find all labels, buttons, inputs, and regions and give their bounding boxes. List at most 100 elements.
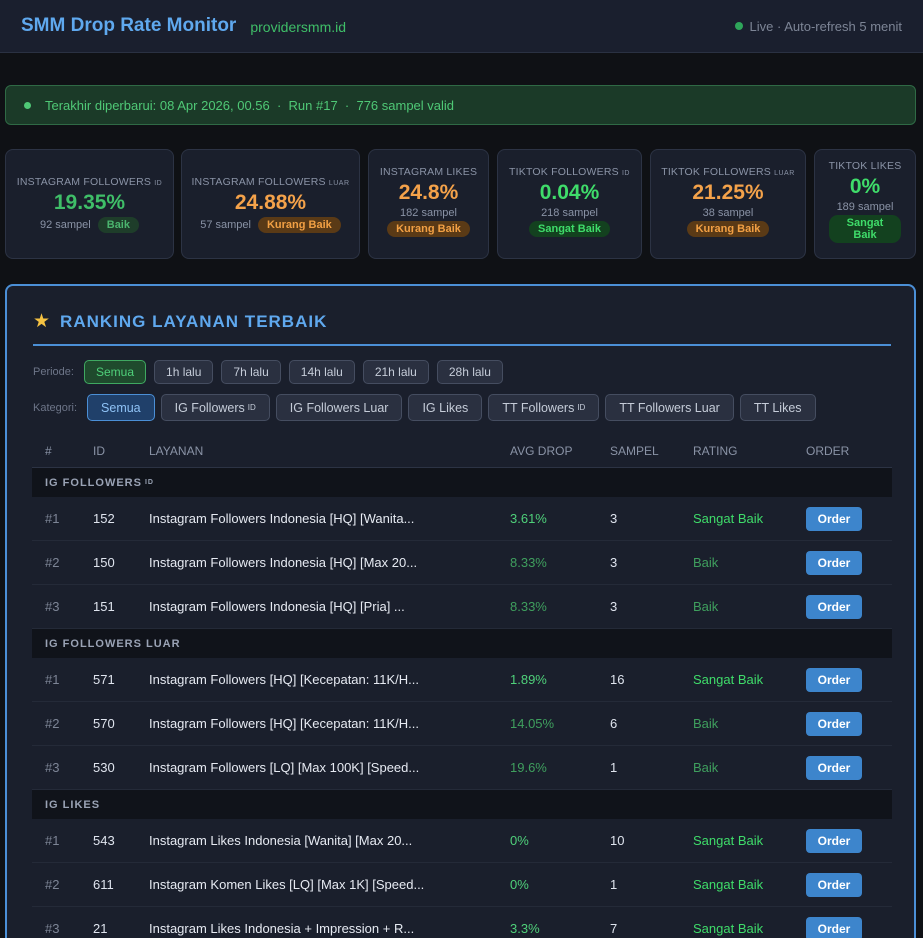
order-button[interactable]: Order (806, 755, 862, 780)
row-rating: Sangat Baik (693, 511, 764, 526)
kategori-chip[interactable]: TT Followers ID (488, 394, 600, 421)
stat-card: Instagram Followers ID 19.35% 92 sampel Bai… (5, 149, 174, 259)
stat-card-label: TikTok Followers LUAR (661, 166, 795, 178)
row-id: 570 (93, 716, 115, 731)
row-rank: #2 (45, 555, 60, 570)
row-avg-drop: 3.3% (510, 921, 540, 936)
row-avg-drop: 19.6% (510, 760, 547, 775)
order-button[interactable]: Order (806, 594, 862, 619)
table-row: #3 151 Instagram Followers Indonesia [HQ] … (32, 585, 892, 629)
star-icon: ★ (33, 311, 52, 332)
periode-chip[interactable]: Semua (83, 360, 147, 384)
row-avg-drop: 3.61% (510, 511, 547, 526)
group-name: IG FOLLOWERS (45, 476, 142, 489)
row-samples: 1 (610, 877, 618, 892)
kategori-chip-tag: ID (247, 403, 256, 412)
live-status: Live · Auto-refresh 5 menit (734, 19, 902, 34)
order-button[interactable]: Order (806, 872, 862, 897)
row-service-name: Instagram Likes Indonesia + Impression +… (149, 921, 415, 936)
row-order-cell: Order (806, 755, 886, 780)
periode-chip[interactable]: 14h lalu (288, 360, 355, 384)
row-samples: 16 (610, 672, 625, 687)
kategori-chip[interactable]: IG Followers Luar (275, 394, 403, 421)
kategori-chip[interactable]: IG Likes (408, 394, 483, 421)
row-service-name: Instagram Followers [HQ] [Kecepatan: 11K… (149, 672, 419, 687)
app-header: SMM Drop Rate Monitor providersmm.id Liv… (0, 0, 923, 53)
table-row: #1 152 Instagram Followers Indonesia [HQ] … (32, 497, 892, 541)
group-name: IG LIKES (45, 798, 101, 811)
periode-chip[interactable]: 21h lalu (362, 360, 429, 384)
order-button[interactable]: Order (806, 828, 862, 853)
stat-card: Instagram Followers LUAR 24.88% 57 sampel K… (181, 149, 360, 259)
order-button[interactable]: Order (806, 667, 862, 692)
status-badge: Kurang Baik (686, 220, 770, 237)
row-samples: 3 (610, 511, 618, 526)
order-button[interactable]: Order (806, 550, 862, 575)
stat-card: Instagram Likes 24.8% 182 sampel Kurang Bai… (368, 149, 489, 259)
status-badge: Sangat Baik (529, 220, 610, 237)
periode-chip[interactable]: 7h lalu (221, 360, 281, 384)
row-id: 21 (93, 921, 108, 936)
stat-card-label: Instagram Followers LUAR (191, 176, 349, 188)
periode-chip[interactable]: 1h lalu (154, 360, 214, 384)
stat-card-label-text: Instagram Likes (379, 165, 478, 178)
stat-card: TikTok Likes 0% 189 sampel Sangat Baik (814, 149, 916, 259)
row-rank: #1 (45, 511, 60, 526)
row-rank: #1 (45, 672, 60, 687)
status-badge: Kurang Baik (257, 216, 341, 233)
kategori-chip[interactable]: TT Followers Luar (605, 394, 734, 421)
col-rank: # (45, 443, 52, 458)
row-id: 571 (93, 672, 115, 687)
ranking-title: ★ RANKING LAYANAN TERBAIK (33, 312, 891, 346)
group-name: IG FOLLOWERS LUAR (45, 637, 181, 650)
row-rating: Sangat Baik (693, 877, 764, 892)
row-rating: Baik (693, 716, 719, 731)
stat-card-value: 21.25% (692, 180, 764, 204)
group-header: IG LIKES (32, 790, 892, 819)
row-avg-drop: 1.89% (510, 672, 547, 687)
order-button[interactable]: Order (806, 916, 862, 938)
row-rank: #2 (45, 877, 60, 892)
table-header: # ID LAYANAN AVG DROP SAMPEL RATING ORDE… (32, 434, 892, 468)
order-button[interactable]: Order (806, 711, 862, 736)
row-rating: Sangat Baik (693, 672, 764, 687)
row-order-cell: Order (806, 594, 886, 619)
status-badge: Baik (97, 216, 139, 233)
row-rating: Sangat Baik (693, 833, 764, 848)
periode-filter: Periode: Semua 1h lalu 7h lalu 14h lalu 21h … (33, 360, 503, 384)
row-rating: Baik (693, 760, 719, 775)
kategori-chip[interactable]: IG Followers ID (160, 394, 270, 421)
row-rank: #3 (45, 760, 60, 775)
row-service-name: Instagram Likes Indonesia [Wanita] [Max … (149, 833, 413, 848)
kategori-chip[interactable]: Semua (87, 394, 155, 421)
row-order-cell: Order (806, 667, 886, 692)
row-id: 543 (93, 833, 115, 848)
kategori-chip-label: TT Likes (753, 400, 802, 415)
row-service-name: Instagram Followers Indonesia [HQ] [Pria… (149, 599, 405, 614)
stat-card-value: 24.8% (398, 180, 459, 204)
table-row: #2 611 Instagram Komen Likes [LQ] [Max 1K]… (32, 863, 892, 907)
stat-card-label: Instagram Likes (380, 166, 477, 178)
row-service-name: Instagram Followers Indonesia [HQ] [Max … (149, 555, 418, 570)
stat-card-meta: 92 sampel Baik (39, 216, 139, 233)
order-button[interactable]: Order (806, 506, 862, 531)
stat-card-meta: 57 sampel Kurang Baik (200, 216, 341, 233)
col-layanan: LAYANAN (149, 443, 204, 458)
kategori-filter: Kategori: Semua IG Followers ID IG Follower… (33, 394, 816, 421)
stat-card-samples: 189 sampel (836, 200, 894, 213)
row-rank: #1 (45, 833, 60, 848)
kategori-chip[interactable]: TT Likes (739, 394, 816, 421)
stat-card-label: TikTok Likes (829, 160, 902, 172)
row-samples: 3 (610, 599, 618, 614)
stat-card-samples: 182 sampel (400, 206, 457, 219)
row-rating: Baik (693, 555, 719, 570)
stat-card-label: Instagram Followers ID (17, 176, 162, 188)
status-badge: Sangat Baik (829, 214, 901, 243)
update-banner: Terakhir diperbarui: 08 Apr 2026, 00.56 … (5, 85, 916, 125)
row-order-cell: Order (806, 828, 886, 853)
kategori-chip-tag: ID (577, 403, 586, 412)
periode-chip[interactable]: 28h lalu (436, 360, 503, 384)
stat-card-label-text: Instagram Followers (191, 175, 326, 188)
stat-card-samples: 92 sampel (39, 218, 91, 231)
row-id: 150 (93, 555, 115, 570)
